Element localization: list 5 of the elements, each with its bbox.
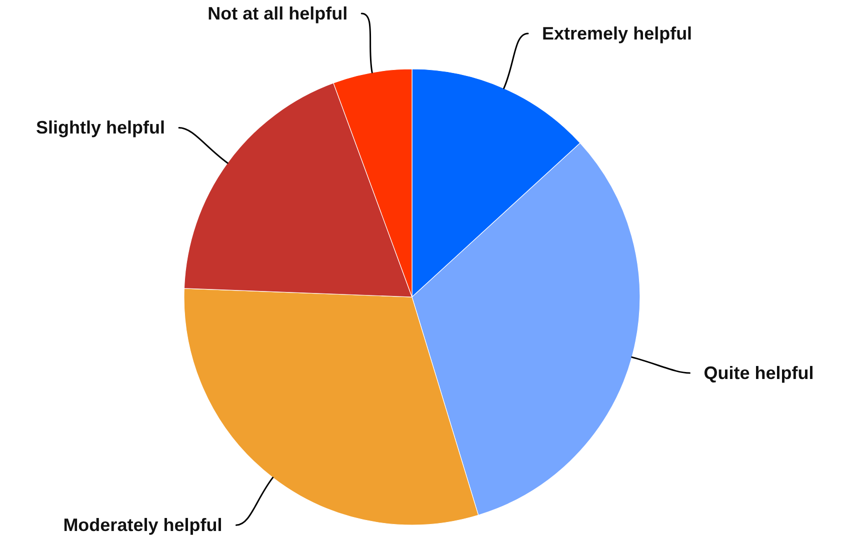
slice-label: Quite helpful (704, 362, 814, 383)
slice-label: Not at all helpful (208, 3, 348, 24)
slice-label: Extremely helpful (542, 23, 692, 44)
slice-label: Moderately helpful (63, 515, 222, 535)
slice-label: Slightly helpful (36, 118, 166, 138)
